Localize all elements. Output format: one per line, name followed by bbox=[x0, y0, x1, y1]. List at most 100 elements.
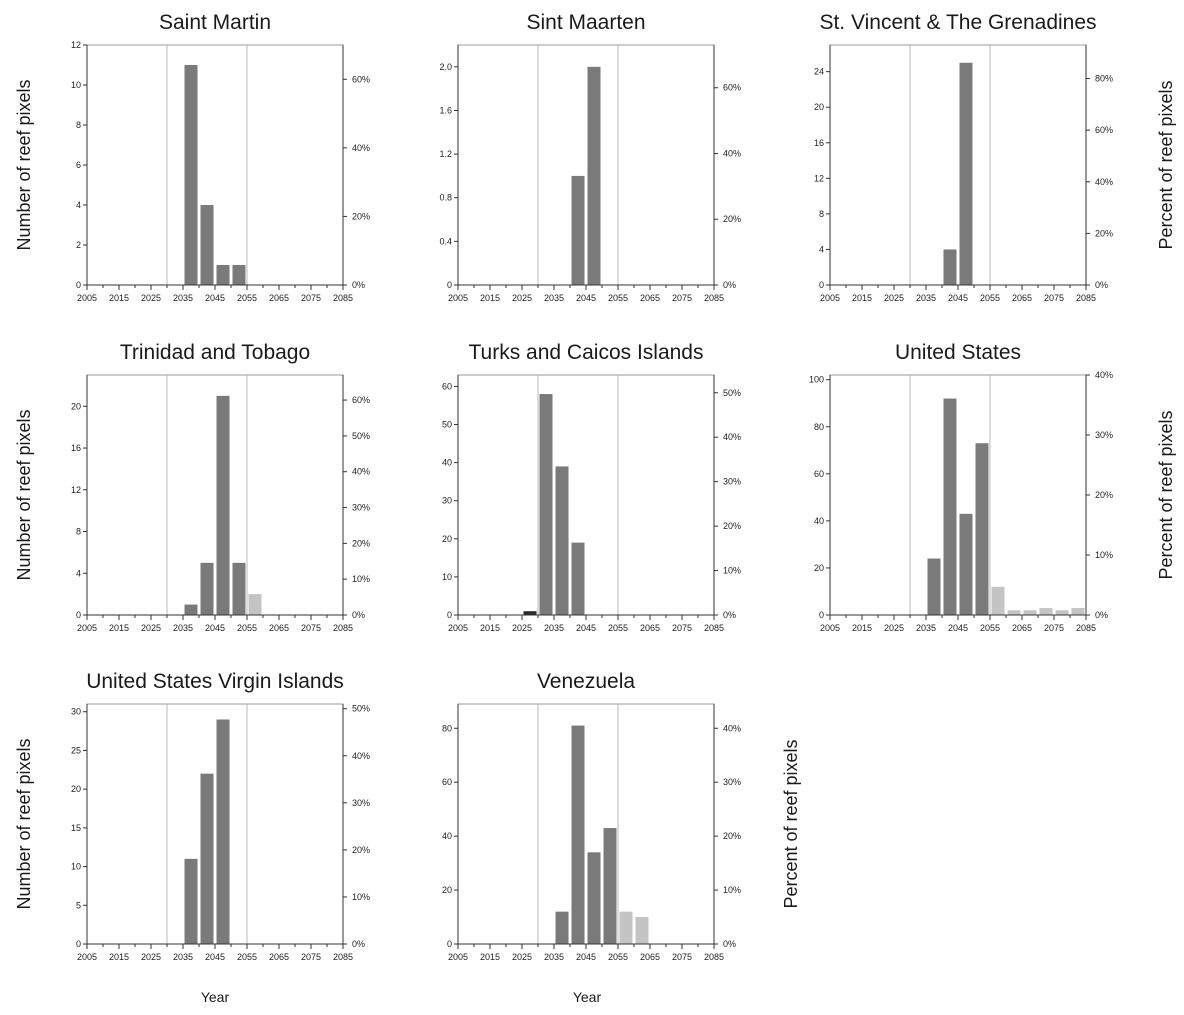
x-tick-label: 2015 bbox=[852, 293, 872, 303]
right-axis-label: Percent of reef pixels bbox=[781, 739, 801, 908]
y-tick-label: 30 bbox=[71, 707, 81, 717]
y2-tick-label: 40% bbox=[352, 751, 370, 761]
x-tick-label: 2055 bbox=[237, 623, 257, 633]
x-tick-label: 2085 bbox=[704, 623, 724, 633]
chart-title: Turks and Caicos Islands bbox=[469, 341, 704, 364]
x-tick-label: 2025 bbox=[141, 623, 161, 633]
y-tick-label: 80 bbox=[442, 723, 452, 733]
y-tick-label: 0 bbox=[819, 610, 824, 620]
x-tick-label: 2065 bbox=[1012, 293, 1032, 303]
bar bbox=[571, 725, 585, 944]
x-tick-label: 2075 bbox=[672, 952, 692, 962]
bar bbox=[1055, 610, 1069, 615]
y-tick-label: 4 bbox=[76, 568, 81, 578]
y-tick-label: 80 bbox=[814, 422, 824, 432]
bar bbox=[200, 773, 214, 944]
x-tick-label: 2005 bbox=[77, 952, 97, 962]
x-tick-label: 2015 bbox=[852, 623, 872, 633]
x-tick-label: 2065 bbox=[1012, 623, 1032, 633]
plot-frame bbox=[86, 703, 344, 945]
y2-tick-label: 40% bbox=[723, 723, 741, 733]
y-tick-label: 20 bbox=[814, 563, 824, 573]
x-tick-label: 2045 bbox=[576, 952, 596, 962]
x-tick-label: 2065 bbox=[640, 952, 660, 962]
bar bbox=[216, 265, 230, 285]
y2-tick-label: 20% bbox=[1095, 228, 1113, 238]
x-tick-label: 2045 bbox=[205, 623, 225, 633]
x-tick-label: 2025 bbox=[512, 293, 532, 303]
chart-title: Sint Maarten bbox=[526, 11, 645, 34]
y-tick-label: 60 bbox=[814, 469, 824, 479]
y-tick-label: 0 bbox=[447, 939, 452, 949]
bar bbox=[523, 611, 537, 615]
bar bbox=[959, 62, 973, 286]
y-tick-label: 16 bbox=[814, 138, 824, 148]
y2-tick-label: 0% bbox=[723, 610, 736, 620]
bar bbox=[200, 205, 214, 285]
x-tick-label: 2005 bbox=[448, 293, 468, 303]
x-tick-label: 2055 bbox=[980, 293, 1000, 303]
bar bbox=[991, 586, 1005, 615]
x-tick-label: 2055 bbox=[608, 952, 628, 962]
chart-title: Saint Martin bbox=[159, 11, 271, 34]
y-tick-label: 20 bbox=[71, 401, 81, 411]
x-tick-label: 2045 bbox=[948, 623, 968, 633]
y2-tick-label: 10% bbox=[723, 885, 741, 895]
x-tick-label: 2015 bbox=[480, 952, 500, 962]
bar bbox=[619, 911, 633, 944]
bar bbox=[539, 394, 553, 615]
y2-tick-label: 80% bbox=[1095, 74, 1113, 84]
y2-tick-label: 50% bbox=[352, 431, 370, 441]
y-tick-label: 10 bbox=[71, 80, 81, 90]
x-tick-label: 2065 bbox=[269, 623, 289, 633]
bar bbox=[635, 917, 649, 944]
x-tick-label: 2005 bbox=[820, 623, 840, 633]
y-tick-label: 1.6 bbox=[439, 105, 452, 115]
x-tick-label: 2025 bbox=[141, 952, 161, 962]
y-tick-label: 10 bbox=[442, 572, 452, 582]
plot-frame bbox=[829, 374, 1087, 616]
chart-panel: Saint Martin 0 2 4 6 8 10 12 0% 20% 40% 60% 2005 2015… bbox=[71, 11, 370, 303]
bar bbox=[1071, 607, 1085, 615]
y-tick-label: 16 bbox=[71, 443, 81, 453]
bar bbox=[603, 828, 617, 944]
x-tick-label: 2065 bbox=[269, 293, 289, 303]
x-tick-label: 2075 bbox=[672, 623, 692, 633]
y2-tick-label: 40% bbox=[723, 148, 741, 158]
y-tick-label: 6 bbox=[76, 160, 81, 170]
bar bbox=[232, 265, 246, 285]
bar bbox=[571, 542, 585, 615]
y2-tick-label: 20% bbox=[1095, 490, 1113, 500]
bar bbox=[587, 66, 601, 286]
y-tick-label: 20 bbox=[71, 784, 81, 794]
y2-tick-label: 60% bbox=[723, 83, 741, 93]
x-tick-label: 2055 bbox=[237, 293, 257, 303]
bar bbox=[200, 562, 214, 615]
bar bbox=[216, 719, 230, 944]
bar bbox=[587, 852, 601, 944]
bar bbox=[1007, 610, 1021, 615]
x-tick-label: 2065 bbox=[640, 293, 660, 303]
x-tick-label: 2055 bbox=[980, 623, 1000, 633]
bar bbox=[184, 604, 198, 615]
y2-tick-label: 40% bbox=[352, 143, 370, 153]
y2-tick-label: 30% bbox=[1095, 430, 1113, 440]
y-tick-label: 0.8 bbox=[439, 193, 452, 203]
y2-tick-label: 0% bbox=[1095, 280, 1108, 290]
y-tick-label: 30 bbox=[442, 496, 452, 506]
y2-tick-label: 20% bbox=[352, 538, 370, 548]
y-tick-label: 4 bbox=[76, 200, 81, 210]
x-tick-label: 2015 bbox=[109, 293, 129, 303]
y2-tick-label: 40% bbox=[1095, 177, 1113, 187]
bar bbox=[943, 398, 957, 615]
x-tick-label: 2025 bbox=[884, 623, 904, 633]
y2-tick-label: 0% bbox=[352, 610, 365, 620]
y-tick-label: 0 bbox=[447, 610, 452, 620]
y-tick-label: 12 bbox=[71, 485, 81, 495]
x-tick-label: 2085 bbox=[333, 952, 353, 962]
x-axis-label: Year bbox=[201, 989, 230, 1005]
x-tick-label: 2035 bbox=[544, 623, 564, 633]
y-tick-label: 5 bbox=[76, 900, 81, 910]
chart-panel: Venezuela 0 20 40 60 80 0% 10% 20% 30% 40% 2005 2015… bbox=[442, 670, 741, 962]
y-tick-label: 20 bbox=[442, 534, 452, 544]
